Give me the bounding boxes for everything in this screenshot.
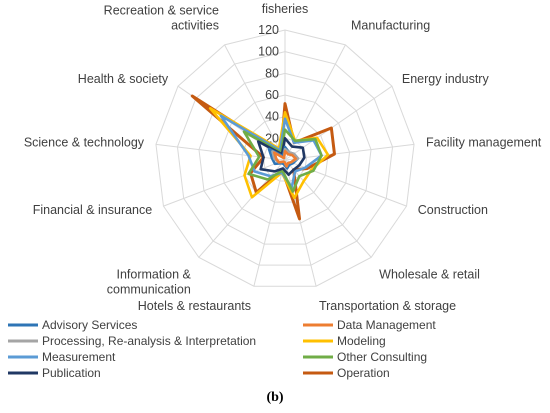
- legend-label: Modeling: [337, 334, 386, 348]
- legend-item: Measurement: [8, 350, 116, 364]
- series-line-other-consulting: [242, 128, 323, 193]
- grid-spoke: [253, 159, 286, 287]
- radial-tick-label: 100: [258, 45, 279, 59]
- radial-tick-label: 80: [265, 66, 279, 80]
- legend-item: Publication: [8, 366, 101, 380]
- series-line-operation: [190, 94, 336, 221]
- legend-label: Other Consulting: [337, 350, 427, 364]
- legend-item: Modeling: [303, 334, 386, 348]
- grid-spoke: [224, 44, 286, 161]
- legend-label: Advisory Services: [42, 318, 137, 332]
- legend-item: Advisory Services: [8, 318, 137, 332]
- radar-series: [190, 94, 336, 221]
- category-label: Wholesale & retail: [379, 267, 480, 281]
- grid-spoke: [284, 159, 317, 287]
- legend-label: Operation: [337, 366, 390, 380]
- category-label: Hotels & restaurants: [138, 299, 251, 313]
- legend-item: Operation: [303, 366, 390, 380]
- radial-tick-label: 40: [265, 110, 279, 124]
- grid-ring: [198, 72, 372, 245]
- category-label: Information & communication: [107, 267, 192, 296]
- grid-spoke: [163, 159, 286, 207]
- series-line-data-management: [273, 150, 298, 168]
- legend-item: Data Management: [303, 318, 436, 332]
- category-label: Transportation & storage: [319, 299, 456, 313]
- legend-label: Measurement: [42, 350, 116, 364]
- category-label: Energy industry: [402, 72, 490, 86]
- grid-spoke: [284, 143, 415, 161]
- radial-tick-label: 60: [265, 88, 279, 102]
- legend-item: Processing, Re-analysis & Interpretation: [8, 334, 256, 348]
- category-label: fisheries: [262, 2, 309, 16]
- category-label: Health & society: [78, 72, 169, 86]
- category-label: Manufacturing: [351, 18, 430, 32]
- series-line-modeling: [208, 107, 330, 200]
- category-labels: fisheries Manufacturing Energy industry Fac…: [24, 2, 542, 313]
- grid-ring: [176, 51, 394, 266]
- figure-caption: (b): [266, 390, 284, 405]
- legend-label: Publication: [42, 366, 101, 380]
- legend: Advisory Services Data Management Processi…: [8, 318, 436, 380]
- category-label: Science & technology: [24, 135, 145, 149]
- category-label: Recreation & service activities: [104, 3, 219, 32]
- series-line-publication: [256, 137, 306, 177]
- category-label: Facility management: [426, 135, 542, 149]
- category-label: Financial & insurance: [33, 203, 153, 217]
- category-label: Construction: [418, 203, 488, 217]
- legend-label: Data Management: [337, 318, 436, 332]
- grid-ring: [155, 29, 415, 287]
- legend-item: Other Consulting: [303, 350, 427, 364]
- radial-tick-label: 120: [258, 23, 279, 37]
- legend-label: Processing, Re-analysis & Interpretation: [42, 334, 256, 348]
